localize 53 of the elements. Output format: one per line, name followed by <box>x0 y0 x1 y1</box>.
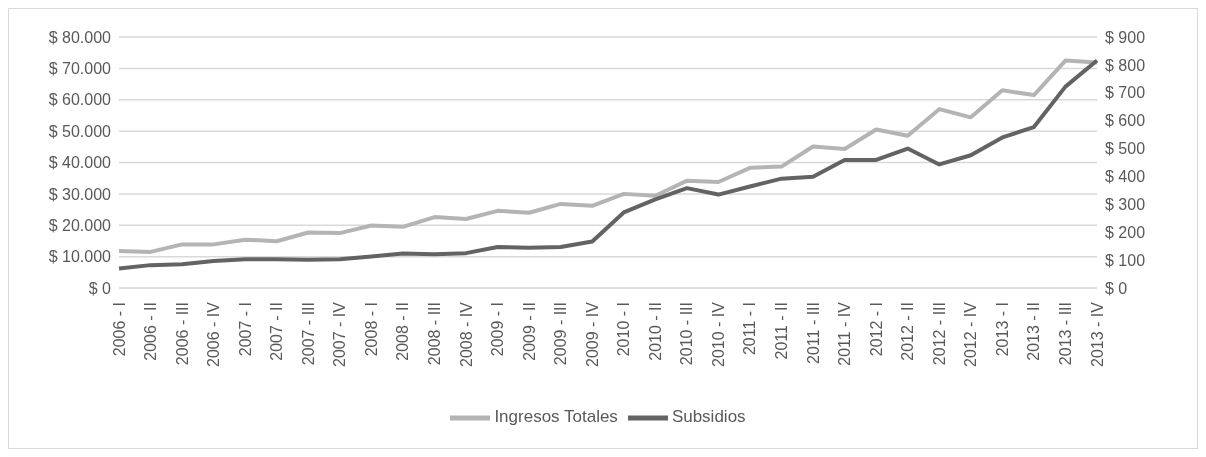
y-tick-label: $ 20.000 <box>48 216 112 234</box>
x-tick-label: 2007 - II <box>268 302 286 361</box>
x-tick-label: 2012 - II <box>899 302 917 361</box>
x-tick-label: 2010 - III <box>678 302 696 366</box>
x-tick-label: 2013 - II <box>1025 302 1043 361</box>
x-tick-label: 2013 - I <box>993 302 1011 357</box>
y2-tick-label: $ 0 <box>1105 279 1128 297</box>
x-tick-label: 2006 - I <box>110 302 128 357</box>
x-tick-label: 2012 - I <box>867 302 885 357</box>
x-tick-label: 2011 - II <box>773 302 791 360</box>
x-tick-label: 2011 - III <box>804 302 822 364</box>
y2-tick-label: $ 800 <box>1105 56 1146 74</box>
x-tick-label: 2006 - II <box>142 302 160 361</box>
x-tick-label: 2010 - I <box>615 302 633 357</box>
x-tick-label: 2012 - IV <box>962 301 980 367</box>
x-tick-label: 2008 - I <box>362 302 380 357</box>
x-tick-label: 2008 - II <box>394 302 412 361</box>
y-tick-label: $ 40.000 <box>48 154 112 172</box>
y2-tick-label: $ 500 <box>1105 140 1146 158</box>
x-tick-label: 2008 - III <box>425 302 443 366</box>
x-tick-label: 2012 - III <box>930 302 948 366</box>
y-tick-label: $ 30.000 <box>48 185 112 203</box>
x-tick-label: 2007 - IV <box>331 301 349 367</box>
x-tick-label: 2013 - III <box>1056 302 1074 366</box>
y2-tick-label: $ 300 <box>1105 196 1146 214</box>
y-tick-label: $ 70.000 <box>48 60 112 78</box>
y-tick-label: $ 50.000 <box>48 122 112 140</box>
x-tick-label: 2007 - I <box>236 302 254 357</box>
y-tick-label: $ 80.000 <box>48 28 112 46</box>
x-tick-label: 2013 - IV <box>1088 301 1106 367</box>
y2-tick-label: $ 400 <box>1105 168 1146 186</box>
x-tick-label: 2010 - II <box>646 302 664 361</box>
y2-tick-label: $ 200 <box>1105 223 1146 241</box>
legend-label: Ingresos Totales <box>494 407 618 427</box>
y-tick-label: $ 60.000 <box>48 91 112 109</box>
legend-label: Subsidios <box>671 407 746 427</box>
x-tick-label: 2006 - IV <box>205 301 223 367</box>
x-tick-label: 2007 - III <box>299 302 317 366</box>
x-tick-label: 2009 - II <box>520 302 538 361</box>
y2-tick-label: $ 900 <box>1105 28 1146 46</box>
x-tick-label: 2011 - I <box>741 302 759 356</box>
x-tick-label: 2009 - III <box>552 302 570 366</box>
x-tick-label: 2010 - IV <box>709 301 727 367</box>
y2-tick-label: $ 700 <box>1105 84 1146 102</box>
x-tick-label: 2009 - IV <box>583 301 601 367</box>
x-tick-label: 2008 - IV <box>457 301 475 367</box>
x-tick-label: 2011 - IV <box>836 301 854 366</box>
y-tick-label: $ 0 <box>88 279 112 297</box>
y2-tick-label: $ 100 <box>1105 251 1146 269</box>
x-tick-label: 2009 - I <box>489 302 507 357</box>
y2-tick-label: $ 600 <box>1105 112 1146 130</box>
y-tick-label: $ 10.000 <box>48 248 112 266</box>
x-tick-label: 2006 - III <box>173 302 191 366</box>
